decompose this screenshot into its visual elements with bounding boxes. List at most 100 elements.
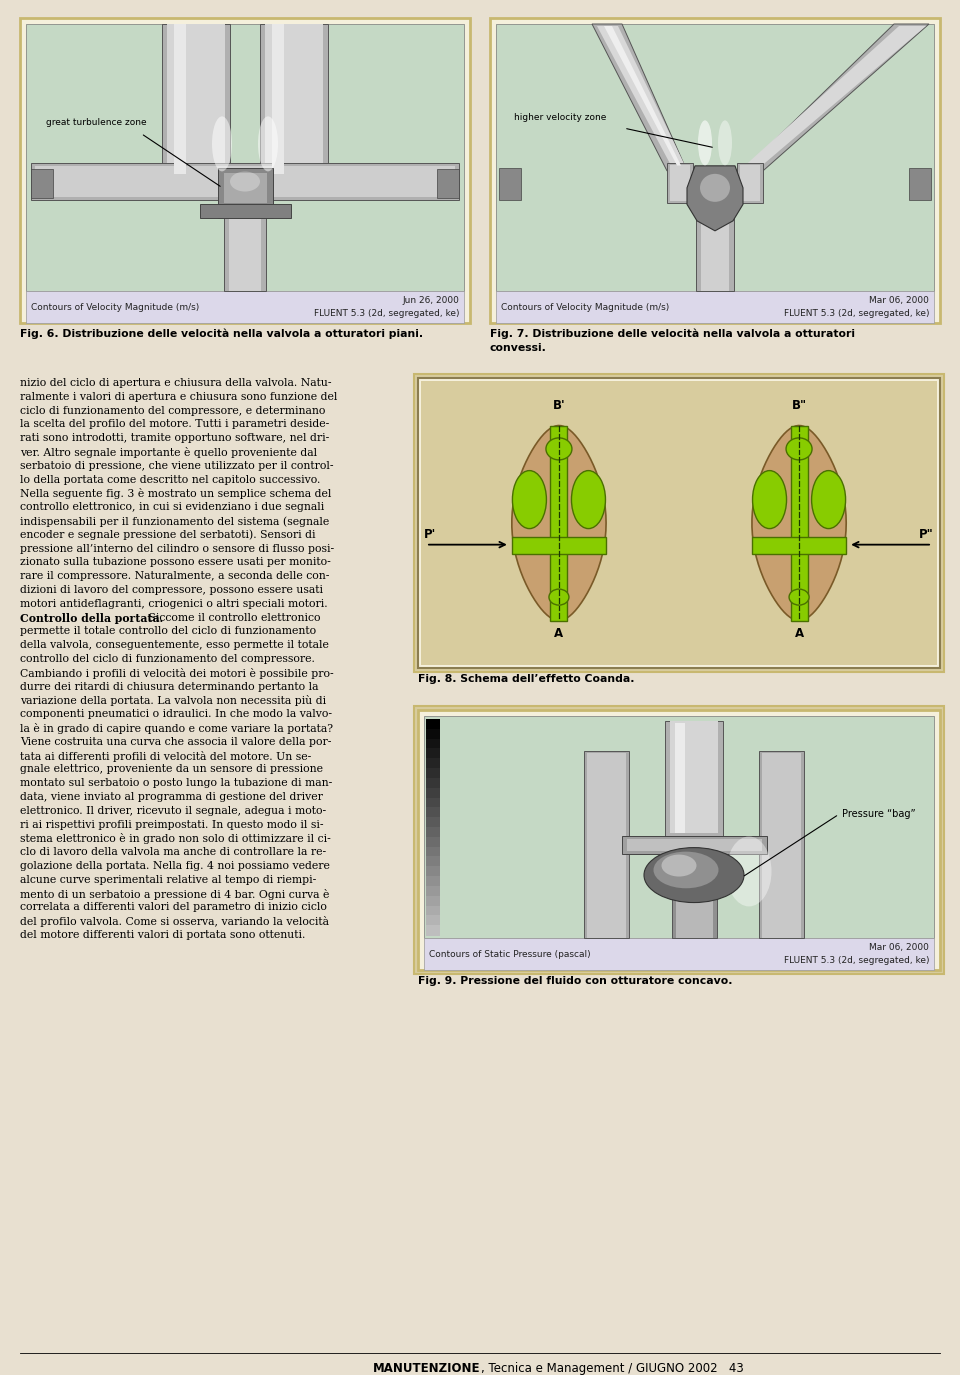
Bar xyxy=(675,723,685,833)
Polygon shape xyxy=(752,425,846,620)
Bar xyxy=(426,925,440,935)
Text: ralmente i valori di apertura e chiusura sono funzione del: ralmente i valori di apertura e chiusura… xyxy=(20,392,337,401)
Text: Mar 06, 2000: Mar 06, 2000 xyxy=(869,943,929,952)
Ellipse shape xyxy=(718,121,732,165)
Text: Mar 06, 2000: Mar 06, 2000 xyxy=(869,296,929,305)
Bar xyxy=(426,758,440,769)
Text: B": B" xyxy=(791,399,806,411)
Text: della valvola, conseguentemente, esso permette il totale: della valvola, conseguentemente, esso pe… xyxy=(20,641,329,650)
Bar xyxy=(167,23,225,173)
Text: Jun 26, 2000: Jun 26, 2000 xyxy=(402,296,459,305)
Polygon shape xyxy=(737,162,763,204)
Ellipse shape xyxy=(654,851,718,888)
Ellipse shape xyxy=(698,121,712,165)
Text: lo della portata come descritto nel capitolo successivo.: lo della portata come descritto nel capi… xyxy=(20,474,321,484)
Bar xyxy=(909,168,931,199)
Text: controllo del ciclo di funzionamento del compressore.: controllo del ciclo di funzionamento del… xyxy=(20,654,315,664)
Text: Contours of Velocity Magnitude (m/s): Contours of Velocity Magnitude (m/s) xyxy=(501,302,669,312)
Bar xyxy=(260,23,328,179)
Bar xyxy=(426,837,440,847)
Bar xyxy=(676,899,712,938)
Bar xyxy=(31,169,53,198)
Bar xyxy=(200,204,291,217)
Ellipse shape xyxy=(753,470,786,528)
Text: alcune curve sperimentali relative al tempo di riempi-: alcune curve sperimentali relative al te… xyxy=(20,874,316,884)
Bar xyxy=(426,895,440,906)
Bar xyxy=(421,381,937,666)
Ellipse shape xyxy=(571,470,606,528)
Text: higher velocity zone: higher velocity zone xyxy=(514,113,607,122)
Text: clo di lavoro della valvola ma anche di controllare la re-: clo di lavoro della valvola ma anche di … xyxy=(20,847,326,857)
Text: permette il totale controllo del ciclo di funzionamento: permette il totale controllo del ciclo d… xyxy=(20,627,316,637)
Text: FLUENT 5.3 (2d, segregated, ke): FLUENT 5.3 (2d, segregated, ke) xyxy=(783,309,929,318)
Text: serbatoio di pressione, che viene utilizzato per il control-: serbatoio di pressione, che viene utiliz… xyxy=(20,461,333,470)
Text: rare il compressore. Naturalmente, a seconda delle con-: rare il compressore. Naturalmente, a sec… xyxy=(20,571,329,582)
Bar xyxy=(224,201,266,292)
Bar xyxy=(426,788,440,797)
Bar xyxy=(31,162,459,201)
Bar xyxy=(752,536,846,554)
Text: rati sono introdotti, tramite opportuno software, nel dri-: rati sono introdotti, tramite opportuno … xyxy=(20,433,329,443)
Text: Cambiando i profili di velocità dei motori è possibile pro-: Cambiando i profili di velocità dei moto… xyxy=(20,668,334,679)
Bar xyxy=(26,292,464,323)
Ellipse shape xyxy=(212,117,232,172)
Polygon shape xyxy=(687,166,743,231)
Text: encoder e segnale pressione del serbatoti). Sensori di: encoder e segnale pressione del serbatot… xyxy=(20,529,316,540)
Text: tata ai differenti profili di velocità del motore. Un se-: tata ai differenti profili di velocità d… xyxy=(20,751,311,762)
Bar xyxy=(20,18,470,323)
Bar xyxy=(414,705,944,974)
Bar xyxy=(224,173,267,204)
Text: dizioni di lavoro del compressore, possono essere usati: dizioni di lavoro del compressore, posso… xyxy=(20,584,323,595)
Bar xyxy=(426,826,440,837)
Text: Fig. 7. Distribuzione delle velocità nella valvola a otturatori: Fig. 7. Distribuzione delle velocità nel… xyxy=(490,329,855,340)
Text: data, viene inviato al programma di gestione del driver: data, viene inviato al programma di gest… xyxy=(20,792,323,802)
Text: stema elettronico è in grado non solo di ottimizzare il ci-: stema elettronico è in grado non solo di… xyxy=(20,833,331,844)
Text: correlata a differenti valori del parametro di inizio ciclo: correlata a differenti valori del parame… xyxy=(20,902,326,913)
Bar xyxy=(621,836,766,854)
Bar xyxy=(426,719,440,935)
Bar xyxy=(740,165,760,201)
Ellipse shape xyxy=(549,588,569,605)
Bar xyxy=(218,168,273,217)
Ellipse shape xyxy=(644,847,744,902)
Ellipse shape xyxy=(700,173,730,202)
Bar xyxy=(790,425,807,620)
Text: motori antideflagranti, criogenici o altri speciali motori.: motori antideflagranti, criogenici o alt… xyxy=(20,598,327,609)
Bar xyxy=(418,710,940,969)
Bar xyxy=(490,18,940,323)
Bar xyxy=(174,23,186,173)
Text: P': P' xyxy=(424,528,436,540)
Text: mento di un serbatoio a pressione di 4 bar. Ogni curva è: mento di un serbatoio a pressione di 4 b… xyxy=(20,888,329,899)
Bar xyxy=(496,292,934,323)
Text: Siccome il controllo elettronico: Siccome il controllo elettronico xyxy=(145,613,321,623)
Bar xyxy=(424,716,934,938)
Bar xyxy=(426,778,440,788)
Bar xyxy=(665,720,723,836)
Text: great turbulence zone: great turbulence zone xyxy=(46,118,147,128)
Bar xyxy=(671,896,716,938)
Bar xyxy=(426,916,440,925)
Text: nizio del ciclo di apertura e chiusura della valvola. Natu-: nizio del ciclo di apertura e chiusura d… xyxy=(20,378,331,388)
Ellipse shape xyxy=(513,470,546,528)
Bar xyxy=(424,938,934,969)
Polygon shape xyxy=(743,23,929,170)
Text: del profilo valvola. Come si osserva, variando la velocità: del profilo valvola. Come si osserva, va… xyxy=(20,916,329,927)
Text: indispensabili per il funzionamento del sistema (segnale: indispensabili per il funzionamento del … xyxy=(20,516,329,527)
Text: A: A xyxy=(554,627,564,639)
Bar xyxy=(670,720,718,833)
Ellipse shape xyxy=(546,437,572,459)
Ellipse shape xyxy=(727,836,772,906)
Bar xyxy=(670,165,690,201)
Text: Viene costruita una curva che associa il valore della por-: Viene costruita una curva che associa il… xyxy=(20,737,331,747)
Text: convessi.: convessi. xyxy=(490,342,547,353)
Bar xyxy=(499,168,521,199)
Ellipse shape xyxy=(258,117,278,172)
Text: elettronico. Il driver, ricevuto il segnale, adegua i moto-: elettronico. Il driver, ricevuto il segn… xyxy=(20,806,326,815)
Ellipse shape xyxy=(230,172,260,191)
Bar xyxy=(627,840,761,851)
Polygon shape xyxy=(512,425,606,620)
Text: montato sul serbatoio o posto lungo la tubazione di man-: montato sul serbatoio o posto lungo la t… xyxy=(20,778,332,788)
Text: P": P" xyxy=(920,528,934,540)
Bar xyxy=(26,23,464,292)
Bar xyxy=(229,201,261,292)
